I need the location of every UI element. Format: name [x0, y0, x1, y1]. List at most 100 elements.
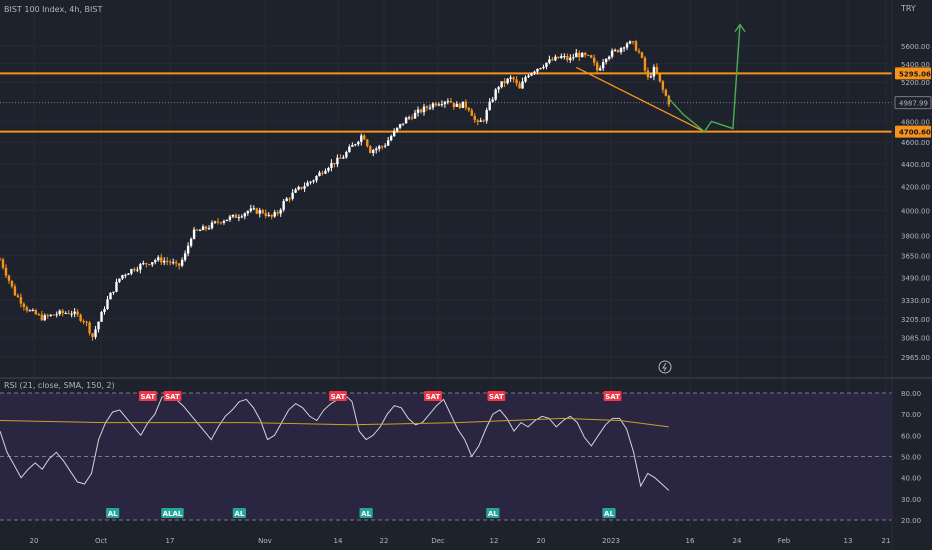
candle-body: [324, 170, 327, 174]
replay-icon[interactable]: [658, 360, 672, 374]
symbol-title[interactable]: BIST 100 Index, 4h, BIST: [4, 5, 102, 14]
candle-body: [145, 263, 148, 265]
candle-body: [652, 66, 656, 77]
candle-body: [342, 157, 345, 159]
candle-body: [428, 107, 432, 109]
candle-body: [61, 310, 64, 314]
time-tick-label: 2023: [602, 537, 620, 545]
candle-body: [425, 106, 429, 108]
candle-body: [130, 269, 133, 274]
candle-body: [76, 311, 79, 315]
candle-body: [142, 263, 145, 265]
rsi-moving-average-line: [0, 417, 669, 428]
candle-body: [575, 52, 578, 58]
candle-body: [94, 329, 97, 337]
candle-body: [601, 62, 605, 69]
candle-body: [174, 262, 178, 264]
candle-body: [148, 264, 151, 266]
candle-body: [273, 212, 276, 217]
candle-body: [398, 124, 402, 128]
candle-body: [404, 117, 408, 124]
candle-body: [124, 274, 127, 276]
candle-body: [622, 47, 626, 49]
al-signal-badge: [486, 508, 500, 518]
projection-path[interactable]: [668, 24, 741, 133]
candle-body: [28, 310, 32, 312]
rsi-tick-label: 50.00: [901, 454, 921, 462]
rsi-tick-label: 30.00: [901, 496, 921, 504]
candle-body: [7, 275, 11, 281]
candle-body: [243, 213, 247, 217]
candle-body: [297, 186, 300, 190]
rsi-tick-label: 40.00: [901, 475, 921, 483]
candle-body: [661, 81, 665, 90]
candle-body: [249, 208, 253, 212]
time-tick-label: Feb: [778, 537, 791, 545]
price-tick-label: 2965.00: [901, 354, 930, 362]
candle-body: [333, 162, 336, 165]
candle-body: [569, 57, 572, 61]
candle-body: [52, 314, 55, 316]
candle-body: [37, 314, 41, 316]
time-tick-label: 16: [686, 537, 695, 545]
candle-body: [524, 77, 527, 82]
candle-body: [515, 79, 518, 84]
candle-body: [288, 198, 291, 200]
candle-body: [100, 311, 103, 322]
candle-body: [375, 148, 378, 151]
candle-body: [154, 260, 157, 263]
time-tick-label: Nov: [258, 537, 272, 545]
candle-body: [234, 214, 238, 218]
candle-body: [73, 311, 76, 314]
candle-body: [10, 280, 14, 287]
candle-body: [97, 321, 100, 330]
candle-body: [318, 172, 321, 177]
drawing-overlays[interactable]: [576, 23, 746, 133]
candle-body: [640, 52, 644, 58]
candle-body: [43, 315, 46, 321]
price-tick-label: 3330.00: [901, 297, 930, 305]
candle-body: [258, 210, 261, 214]
candle-body: [497, 87, 500, 90]
candle-body: [518, 83, 521, 89]
candle-body: [213, 221, 217, 223]
candle-body: [237, 217, 241, 219]
descending-trendline[interactable]: [576, 66, 705, 133]
candle-body: [40, 314, 44, 321]
time-tick-label: 22: [380, 537, 389, 545]
horizontal-levels[interactable]: [0, 72, 892, 133]
currency-label[interactable]: TRY: [900, 4, 916, 13]
candle-body: [276, 212, 279, 214]
candle-body: [16, 295, 20, 298]
signal-badge-label: AL: [361, 510, 371, 518]
candle-body: [494, 89, 497, 100]
price-tick-label: 3205.00: [901, 316, 930, 324]
candle-body: [542, 66, 545, 69]
candle-body: [598, 68, 602, 71]
candle-body: [613, 49, 617, 51]
candle-body: [595, 62, 599, 71]
rsi-tick-label: 20.00: [901, 517, 921, 525]
candle-body: [512, 77, 515, 80]
al-signal-badge: [161, 508, 184, 518]
rsi-indicator-title[interactable]: RSI (21, close, SMA, 150, 2): [4, 381, 115, 390]
candle-body: [455, 103, 459, 108]
candle-body: [55, 314, 58, 316]
candle-body: [222, 221, 226, 223]
candle-body: [279, 209, 282, 214]
candle-body: [46, 315, 49, 317]
candle-body: [163, 260, 166, 263]
candle-body: [261, 210, 264, 214]
sat-signal-badge: [329, 391, 347, 401]
candle-body: [655, 66, 659, 74]
candle-body: [383, 145, 387, 147]
candle-body: [354, 144, 357, 146]
candle-body: [380, 146, 384, 148]
signal-badge-label: AL: [604, 510, 614, 518]
candle-body: [210, 222, 214, 229]
candle-body: [590, 55, 593, 58]
al-signal-badge: [359, 508, 373, 518]
candle-body: [204, 226, 208, 229]
